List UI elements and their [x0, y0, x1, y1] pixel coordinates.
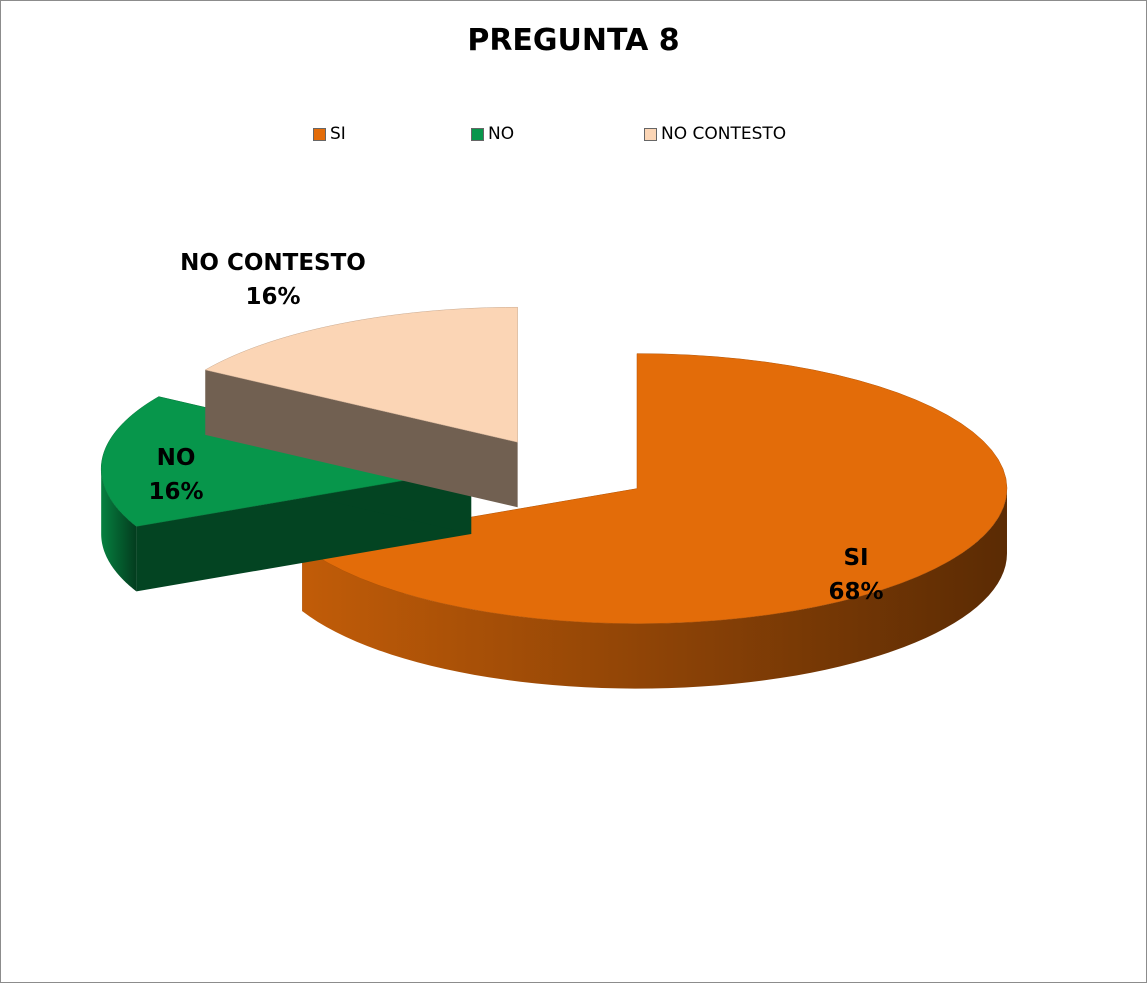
- legend-item: NO CONTESTO: [644, 124, 786, 144]
- legend-label: SI: [330, 124, 346, 144]
- data-label-category: NO: [156, 445, 196, 471]
- legend-swatch: [313, 127, 326, 141]
- slice-side: [205, 369, 518, 508]
- data-label-value: 16%: [148, 479, 204, 505]
- slice-side: [101, 468, 137, 592]
- data-label-value: 16%: [245, 284, 301, 310]
- pie-slice: [100, 396, 472, 527]
- legend-swatch: [471, 127, 484, 141]
- data-label-value: 68%: [828, 579, 884, 605]
- data-label: NO CONTESTO 16%: [178, 246, 368, 314]
- legend-label: NO: [488, 124, 515, 144]
- legend-swatch: [644, 127, 657, 141]
- pie-slice: [301, 353, 1008, 624]
- data-label: NO 16%: [116, 441, 236, 509]
- legend-item: NO: [471, 124, 514, 144]
- legend-label: NO CONTESTO: [661, 124, 787, 144]
- data-label-category: SI: [843, 545, 869, 571]
- pie-slice: [204, 306, 518, 443]
- data-label: SI 68%: [796, 541, 916, 609]
- legend-item: SI: [313, 124, 346, 144]
- data-label-category: NO CONTESTO: [180, 250, 366, 276]
- slice-side: [302, 488, 1007, 689]
- chart-title: PREGUNTA 8: [467, 23, 680, 58]
